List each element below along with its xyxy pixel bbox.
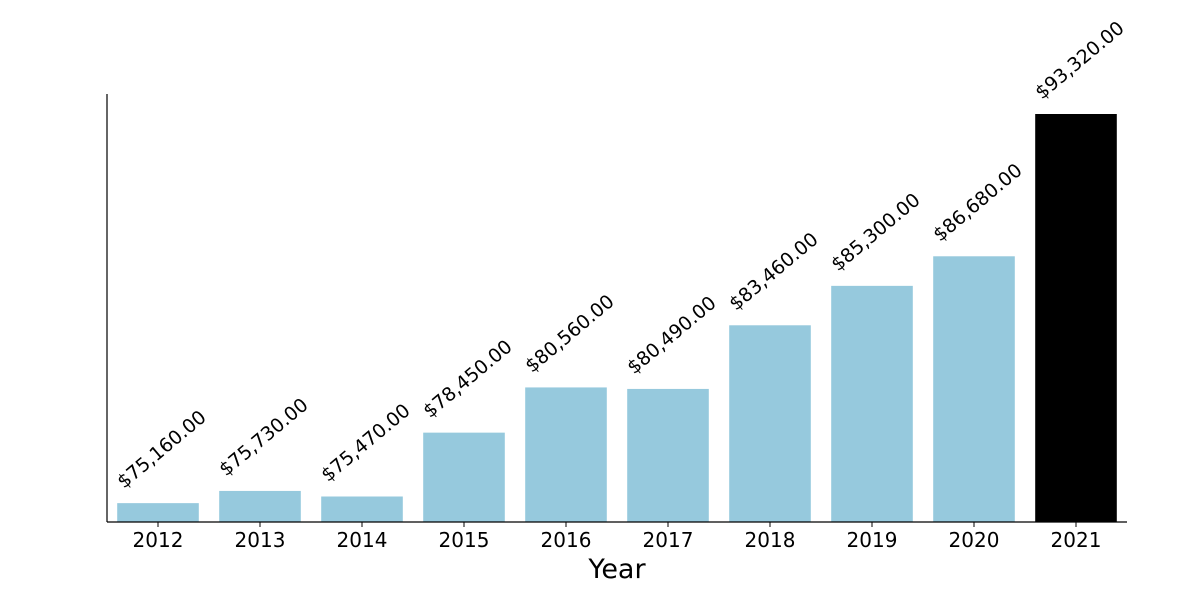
bar-2012 (117, 503, 199, 522)
data-label-2014: $75,470.00 (317, 400, 414, 487)
axes-layer: 2012 2013 2014 2015 2016 2017 2018 2019 2020 2021 (106, 94, 1127, 552)
bars-layer (117, 114, 1117, 522)
x-tick-label-2012: 2012 (133, 528, 184, 552)
bar-2015 (423, 432, 505, 522)
data-label-2021: $93,320.00 (1031, 17, 1128, 104)
data-label-2020: $86,680.00 (929, 159, 1026, 246)
bar-2013 (219, 490, 301, 522)
data-label-2016: $80,560.00 (521, 290, 618, 377)
bar-2016 (525, 387, 607, 522)
bar-2019 (831, 285, 913, 522)
x-tick-label-2017: 2017 (643, 528, 694, 552)
x-axis-title: Year (587, 554, 646, 585)
x-tick-label-2021: 2021 (1051, 528, 1102, 552)
data-label-2015: $78,450.00 (419, 336, 516, 423)
x-tick-label-2019: 2019 (847, 528, 898, 552)
x-tick-label-2014: 2014 (337, 528, 388, 552)
data-label-2018: $83,460.00 (725, 228, 822, 315)
data-label-2017: $80,490.00 (623, 292, 720, 379)
bar-2018 (729, 325, 811, 522)
bar-2020 (933, 256, 1015, 522)
bar-2017 (627, 388, 709, 522)
bar-2021 (1035, 114, 1117, 522)
data-label-2013: $75,730.00 (215, 394, 312, 481)
x-tick-label-2018: 2018 (745, 528, 796, 552)
data-label-2019: $85,300.00 (827, 189, 924, 276)
x-tick-label-2016: 2016 (541, 528, 592, 552)
x-tick-label-2020: 2020 (949, 528, 1000, 552)
x-tick-label-2015: 2015 (439, 528, 490, 552)
bar-2014 (321, 496, 403, 522)
x-tick-label-2013: 2013 (235, 528, 286, 552)
data-label-2012: $75,160.00 (113, 406, 210, 493)
